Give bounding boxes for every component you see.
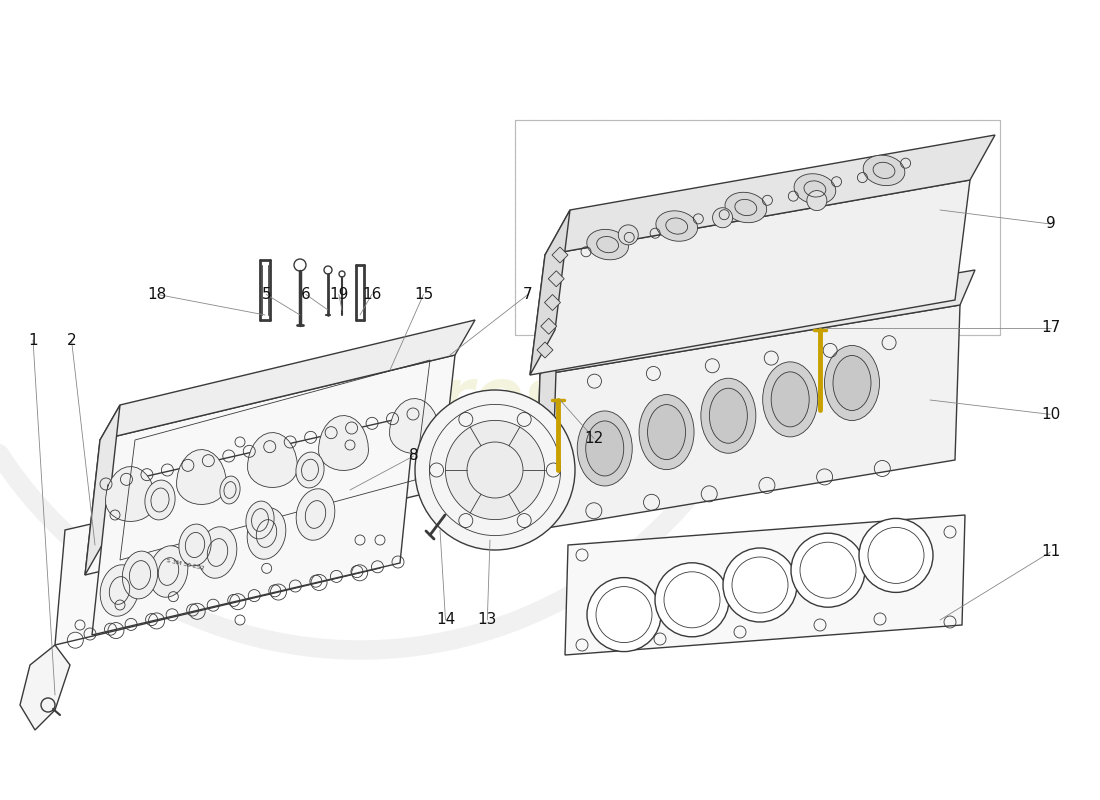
Ellipse shape xyxy=(100,565,139,616)
Text: 2: 2 xyxy=(67,333,76,347)
Ellipse shape xyxy=(701,378,756,454)
Ellipse shape xyxy=(578,411,632,486)
Text: 12: 12 xyxy=(584,431,604,446)
Polygon shape xyxy=(248,433,297,487)
Text: 18: 18 xyxy=(147,287,167,302)
Ellipse shape xyxy=(639,394,694,470)
Ellipse shape xyxy=(248,508,286,559)
Polygon shape xyxy=(540,270,975,375)
Circle shape xyxy=(618,225,638,245)
Ellipse shape xyxy=(762,362,817,437)
Ellipse shape xyxy=(725,192,767,222)
Circle shape xyxy=(807,190,827,210)
Ellipse shape xyxy=(833,355,871,410)
Ellipse shape xyxy=(656,211,697,242)
Polygon shape xyxy=(548,270,564,286)
Text: 10: 10 xyxy=(1041,407,1060,422)
Ellipse shape xyxy=(541,461,551,479)
Ellipse shape xyxy=(198,526,236,578)
Polygon shape xyxy=(106,466,155,522)
Polygon shape xyxy=(177,450,227,505)
Ellipse shape xyxy=(648,405,685,459)
Ellipse shape xyxy=(296,489,334,540)
Ellipse shape xyxy=(825,346,880,421)
Polygon shape xyxy=(544,294,561,310)
Ellipse shape xyxy=(145,480,175,520)
Polygon shape xyxy=(92,415,415,635)
Ellipse shape xyxy=(585,421,624,476)
Text: 6: 6 xyxy=(301,287,310,302)
Polygon shape xyxy=(319,415,369,470)
Ellipse shape xyxy=(794,174,836,204)
Text: a passion for cars: a passion for cars xyxy=(378,453,741,487)
Ellipse shape xyxy=(220,476,240,504)
Polygon shape xyxy=(530,180,970,375)
Polygon shape xyxy=(85,405,120,575)
Text: 7: 7 xyxy=(524,287,532,302)
Polygon shape xyxy=(544,135,996,255)
Text: 19: 19 xyxy=(329,287,349,302)
Circle shape xyxy=(587,578,661,651)
Ellipse shape xyxy=(864,155,905,186)
Text: 5: 5 xyxy=(262,287,271,302)
Ellipse shape xyxy=(541,414,551,432)
Ellipse shape xyxy=(541,484,551,502)
Polygon shape xyxy=(20,645,70,730)
Ellipse shape xyxy=(541,438,551,456)
Text: eurosports: eurosports xyxy=(339,366,782,434)
Polygon shape xyxy=(85,355,455,575)
Text: 16: 16 xyxy=(362,287,382,302)
Ellipse shape xyxy=(179,524,211,566)
Text: 15: 15 xyxy=(414,287,433,302)
Polygon shape xyxy=(552,247,568,263)
Circle shape xyxy=(654,563,729,637)
Polygon shape xyxy=(535,305,960,530)
Text: 14: 14 xyxy=(436,613,455,627)
Text: 8: 8 xyxy=(409,449,418,463)
Circle shape xyxy=(713,208,733,228)
Text: 17: 17 xyxy=(1041,321,1060,335)
Text: 9: 9 xyxy=(1046,217,1055,231)
Ellipse shape xyxy=(771,372,810,427)
Ellipse shape xyxy=(122,551,157,599)
Ellipse shape xyxy=(710,388,747,443)
Ellipse shape xyxy=(150,546,188,598)
Polygon shape xyxy=(535,340,557,530)
Polygon shape xyxy=(100,320,475,440)
Polygon shape xyxy=(541,318,557,334)
Polygon shape xyxy=(565,515,965,655)
Circle shape xyxy=(859,518,933,592)
Text: 13: 13 xyxy=(477,613,497,627)
Circle shape xyxy=(446,421,544,520)
Circle shape xyxy=(723,548,798,622)
Ellipse shape xyxy=(246,501,274,539)
Polygon shape xyxy=(530,210,570,375)
Text: 11: 11 xyxy=(1041,545,1060,559)
Ellipse shape xyxy=(296,452,324,488)
Ellipse shape xyxy=(586,230,628,260)
Circle shape xyxy=(791,533,865,607)
Text: S 3M 50 ES2: S 3M 50 ES2 xyxy=(165,558,205,571)
Polygon shape xyxy=(537,342,553,358)
Polygon shape xyxy=(55,455,390,645)
Text: 1: 1 xyxy=(29,333,37,347)
Circle shape xyxy=(415,390,575,550)
Polygon shape xyxy=(389,398,440,454)
